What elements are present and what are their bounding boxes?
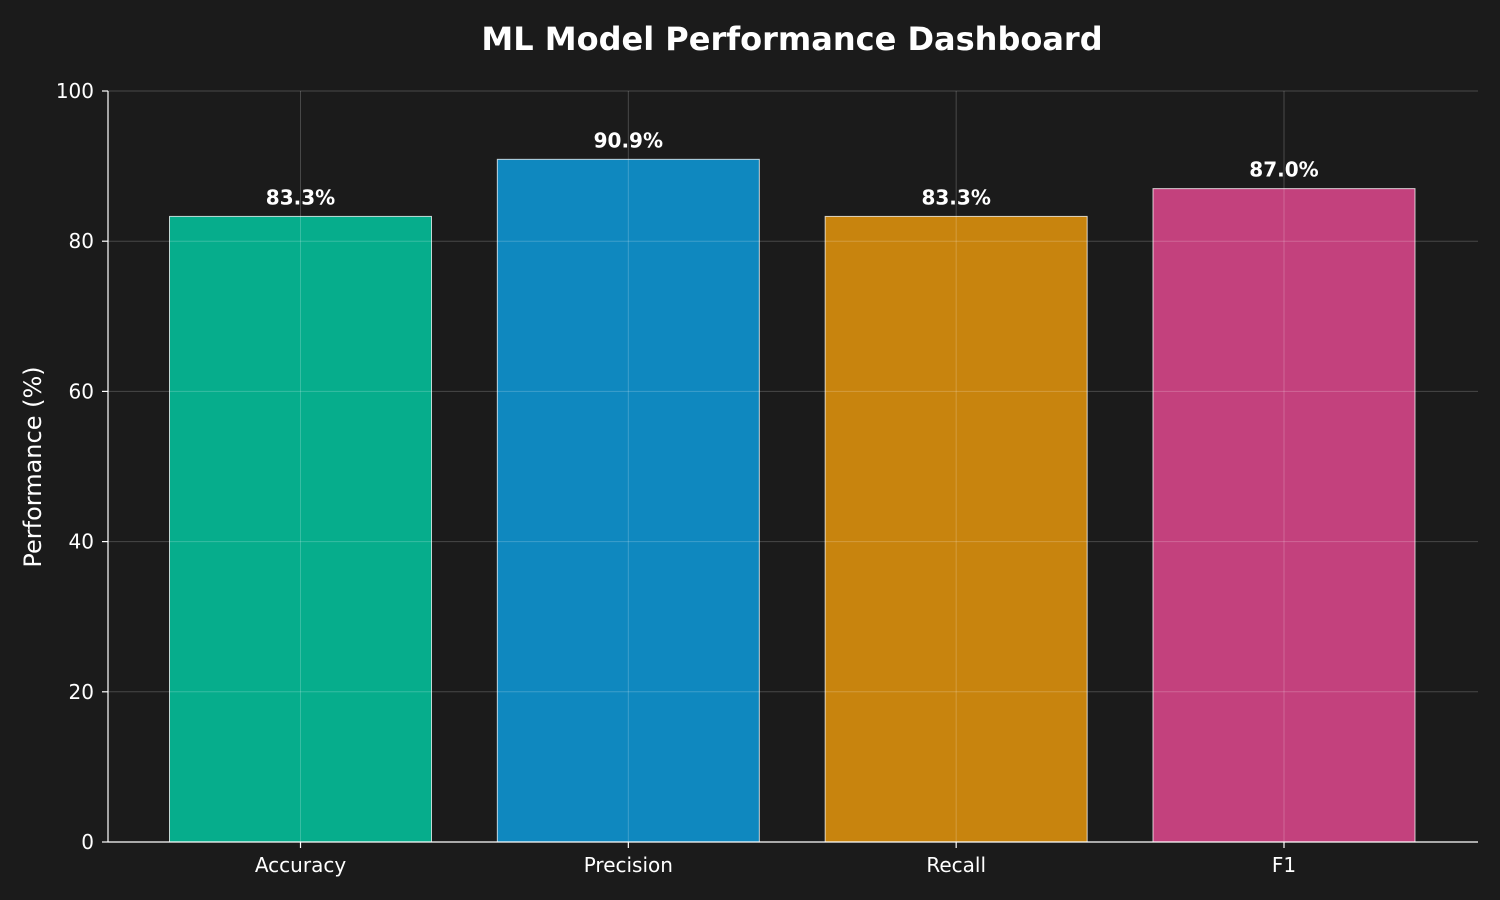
axes-layer [102, 90, 1478, 848]
bar-recall [824, 215, 1088, 843]
chart-title: ML Model Performance Dashboard [481, 20, 1102, 58]
value-label-recall: 83.3% [921, 185, 990, 209]
labels-layer: 0 20 40 60 80 100 Accuracy 83.3% Precision 90.9% R… [56, 79, 1319, 877]
x-tick-label-precision: Precision [584, 853, 673, 877]
bars-layer [169, 158, 1416, 843]
x-tick-label-f1: F1 [1272, 853, 1296, 877]
value-label-f1: 87.0% [1249, 158, 1318, 182]
y-tick-label: 20 [69, 680, 94, 704]
value-label-accuracy: 83.3% [266, 185, 335, 209]
y-tick-label: 60 [69, 379, 94, 403]
y-tick-label: 0 [81, 830, 94, 854]
y-tick-label: 80 [69, 229, 94, 253]
bar-accuracy [169, 215, 432, 843]
grid-layer [108, 90, 1478, 843]
bar-f1 [1152, 188, 1416, 843]
bar-precision [496, 158, 760, 843]
y-tick-label: 100 [56, 79, 94, 103]
x-tick-label-accuracy: Accuracy [255, 853, 346, 877]
x-tick-label-recall: Recall [926, 853, 986, 877]
y-tick-label: 40 [69, 530, 94, 554]
value-label-precision: 90.9% [594, 128, 663, 152]
y-axis-label: Performance (%) [19, 366, 47, 567]
